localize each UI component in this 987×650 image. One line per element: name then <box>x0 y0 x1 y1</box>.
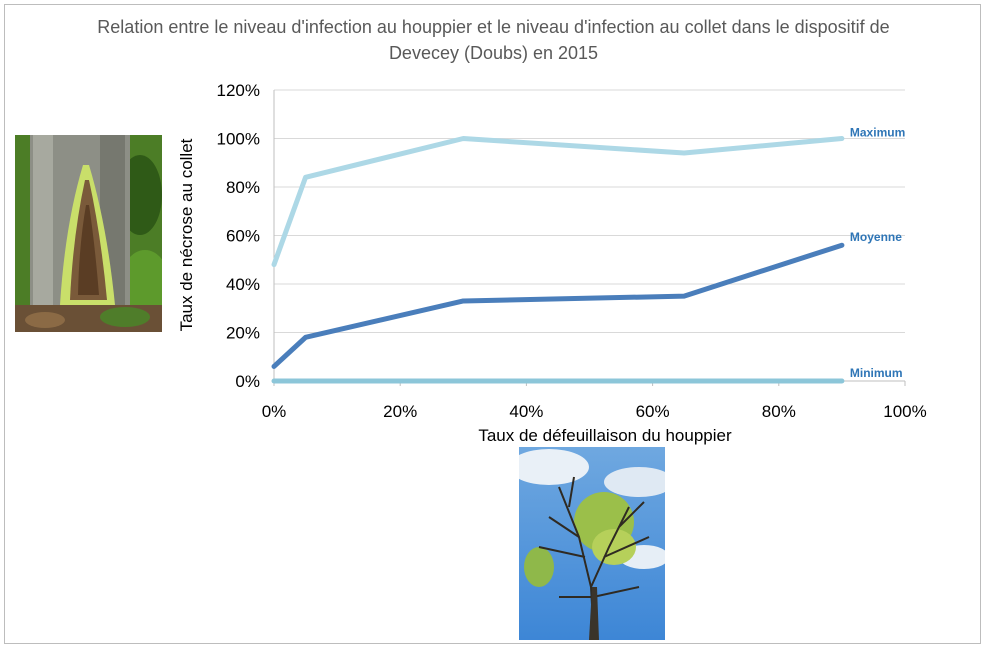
crown-dieback-photo <box>519 447 665 640</box>
x-tick-label: 60% <box>636 402 670 421</box>
series-lines <box>271 136 845 384</box>
x-tick-label: 100% <box>883 402 926 421</box>
y-tick-label: 20% <box>226 324 260 343</box>
chart-title: Relation entre le niveau d'infection au … <box>97 17 890 63</box>
x-tick-label: 80% <box>762 402 796 421</box>
y-axis-label: Taux de nécrose au collet <box>177 138 196 331</box>
series-label-moyenne: Moyenne <box>850 230 902 244</box>
series-labels: Maximum Moyenne Minimum <box>850 126 905 381</box>
series-line-maximum <box>271 136 845 268</box>
series-label-maximum: Maximum <box>850 126 905 140</box>
series-label-minimum: Minimum <box>850 366 903 380</box>
y-tick-label: 120% <box>217 81 260 100</box>
axes <box>273 90 906 386</box>
chart-frame <box>4 4 981 644</box>
y-tick-label: 0% <box>235 372 260 391</box>
tick-labels: 0% 20% 40% 60% 80% 100% 120% 0% 20% 40% 60% 80% 100% <box>217 81 927 421</box>
x-tick-label: 20% <box>383 402 417 421</box>
x-tick-label: 0% <box>262 402 287 421</box>
y-tick-label: 60% <box>226 227 260 246</box>
y-tick-label: 80% <box>226 178 260 197</box>
y-tick-label: 40% <box>226 275 260 294</box>
y-tick-label: 100% <box>217 130 260 149</box>
collar-necrosis-photo <box>15 135 162 332</box>
x-tick-label: 40% <box>509 402 543 421</box>
x-axis-label: Taux de défeuillaison du houppier <box>478 426 732 445</box>
grid-lines <box>274 89 905 333</box>
series-line-moyenne <box>271 242 845 369</box>
